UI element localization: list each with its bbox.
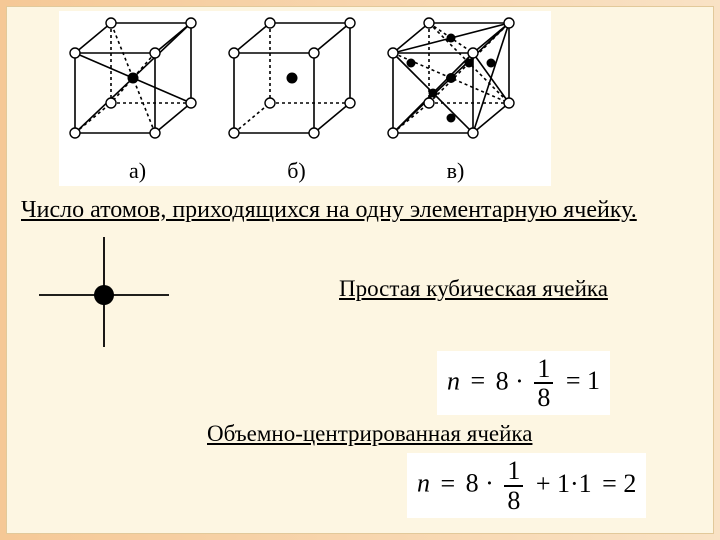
lattice-c-label: в)	[383, 158, 528, 184]
lattice-figure: а)	[59, 11, 551, 186]
lattice-a	[65, 15, 210, 155]
lattice-b-label: б)	[224, 158, 369, 184]
lattice-a-label: а)	[65, 158, 210, 184]
formula-sc: n = 8 · 18 = 1	[437, 351, 610, 416]
simple-cubic-heading: Простая кубическая ячейка	[339, 276, 703, 302]
lattice-c	[383, 15, 528, 155]
lattice-b	[224, 15, 369, 155]
bcc-heading: Объемно-центрированная ячейка	[207, 421, 703, 447]
section-title: Число атомов, приходящихся на одну элеме…	[21, 196, 699, 225]
corner-atom-diagram	[39, 237, 169, 347]
formula-bcc: n = 8 · 18 + 1·1 = 2	[407, 453, 646, 518]
